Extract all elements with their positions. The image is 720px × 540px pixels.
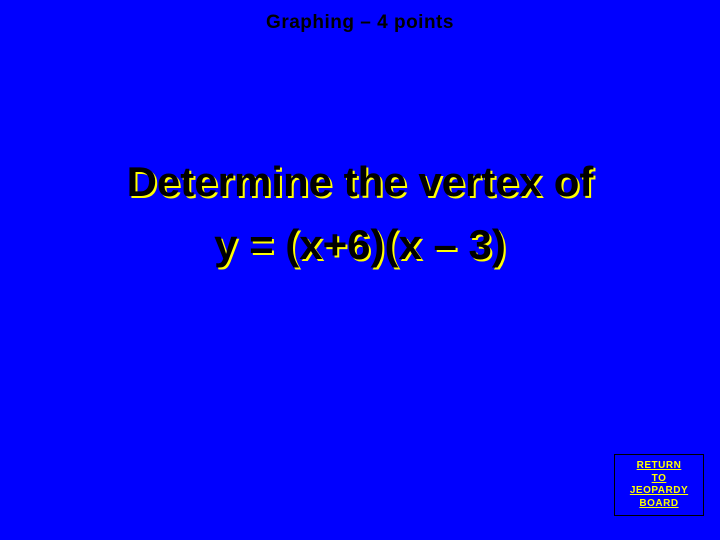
question-line-2: y = (x+6)(x – 3)	[0, 213, 720, 276]
category-header: Graphing – 4 points	[0, 0, 720, 34]
return-to-board-button[interactable]: RETURN TO JEOPARDY BOARD	[614, 454, 704, 516]
return-to-board-label: RETURN TO JEOPARDY BOARD	[630, 460, 688, 510]
question-line-1: Determine the vertex of	[0, 150, 720, 213]
question-area: Determine the vertex of y = (x+6)(x – 3)	[0, 150, 720, 276]
